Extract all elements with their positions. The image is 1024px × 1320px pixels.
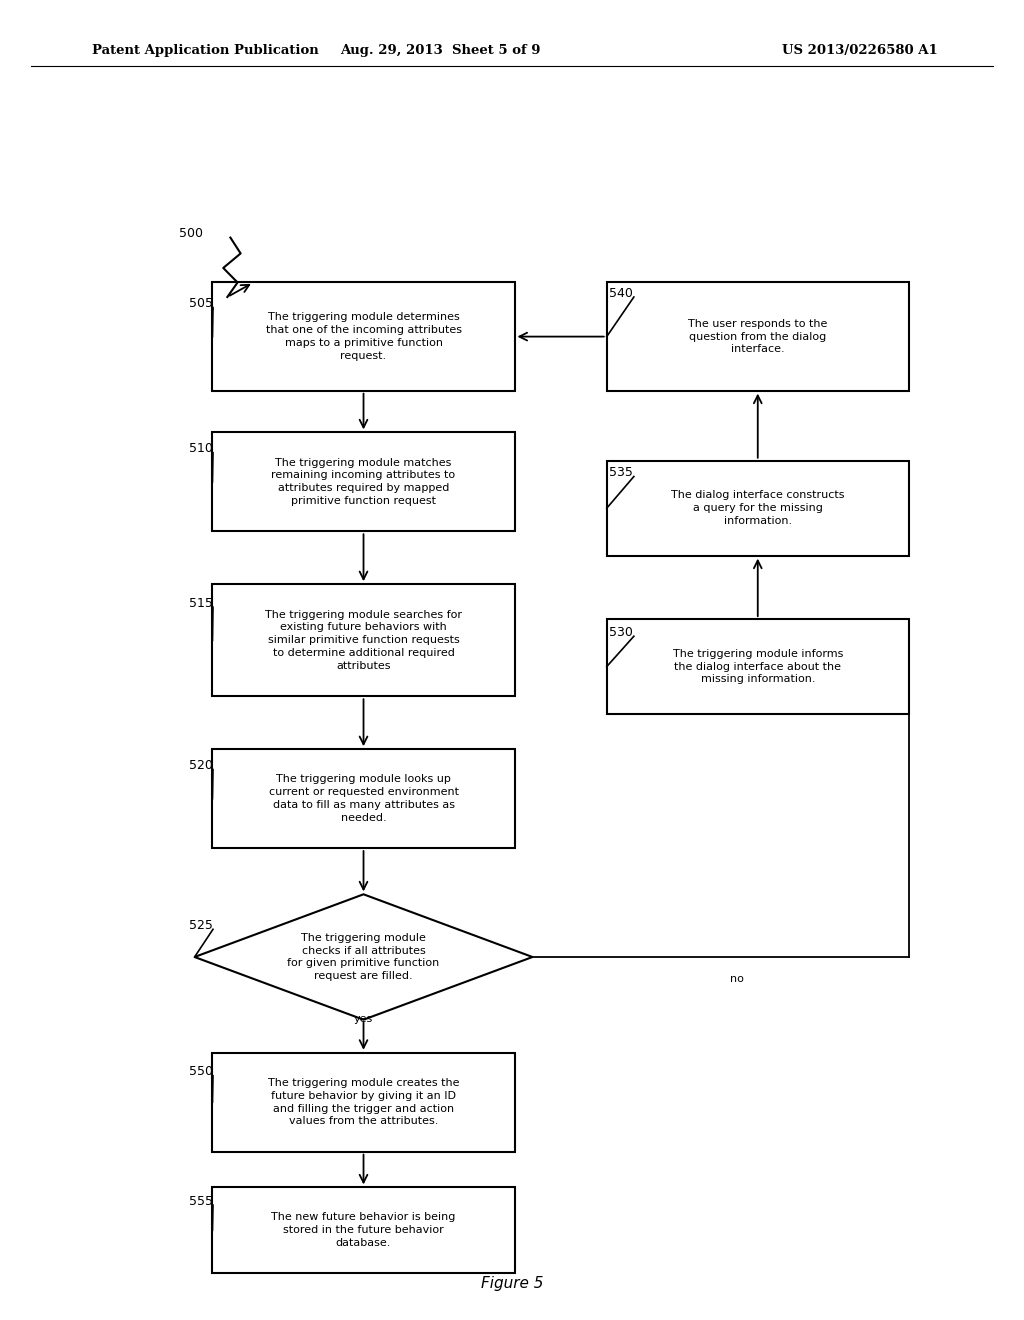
- Text: yes: yes: [354, 1014, 373, 1024]
- Text: The dialog interface constructs
a query for the missing
information.: The dialog interface constructs a query …: [671, 491, 845, 525]
- Text: The triggering module looks up
current or requested environment
data to fill as : The triggering module looks up current o…: [268, 775, 459, 822]
- Text: Aug. 29, 2013  Sheet 5 of 9: Aug. 29, 2013 Sheet 5 of 9: [340, 44, 541, 57]
- Text: The new future behavior is being
stored in the future behavior
database.: The new future behavior is being stored …: [271, 1213, 456, 1247]
- Text: Figure 5: Figure 5: [480, 1275, 544, 1291]
- Text: 505: 505: [189, 297, 213, 310]
- Text: 535: 535: [609, 466, 633, 479]
- Text: The triggering module determines
that one of the incoming attributes
maps to a p: The triggering module determines that on…: [265, 313, 462, 360]
- FancyBboxPatch shape: [606, 461, 909, 556]
- Text: The triggering module
checks if all attributes
for given primitive function
requ: The triggering module checks if all attr…: [288, 933, 439, 981]
- Text: 555: 555: [189, 1195, 213, 1208]
- Text: The user responds to the
question from the dialog
interface.: The user responds to the question from t…: [688, 319, 827, 354]
- FancyBboxPatch shape: [213, 748, 514, 847]
- FancyBboxPatch shape: [213, 433, 514, 531]
- Text: 530: 530: [609, 626, 633, 639]
- FancyBboxPatch shape: [213, 1053, 514, 1151]
- Text: 520: 520: [189, 759, 213, 772]
- Text: The triggering module searches for
existing future behaviors with
similar primit: The triggering module searches for exist…: [265, 610, 462, 671]
- Text: 540: 540: [609, 286, 633, 300]
- Text: 525: 525: [189, 919, 213, 932]
- Text: The triggering module informs
the dialog interface about the
missing information: The triggering module informs the dialog…: [673, 649, 843, 684]
- Text: US 2013/0226580 A1: US 2013/0226580 A1: [782, 44, 938, 57]
- Text: The triggering module creates the
future behavior by giving it an ID
and filling: The triggering module creates the future…: [267, 1078, 460, 1126]
- Text: 550: 550: [189, 1065, 213, 1078]
- Text: The triggering module matches
remaining incoming attributes to
attributes requir: The triggering module matches remaining …: [271, 458, 456, 506]
- FancyBboxPatch shape: [213, 1188, 514, 1272]
- Polygon shape: [195, 895, 532, 1019]
- Text: no: no: [730, 974, 744, 985]
- Text: 510: 510: [189, 442, 213, 455]
- FancyBboxPatch shape: [213, 583, 514, 697]
- Text: Patent Application Publication: Patent Application Publication: [92, 44, 318, 57]
- Text: 515: 515: [189, 597, 213, 610]
- FancyBboxPatch shape: [213, 282, 514, 391]
- FancyBboxPatch shape: [606, 282, 909, 391]
- Text: 500: 500: [179, 227, 203, 240]
- FancyBboxPatch shape: [606, 619, 909, 714]
